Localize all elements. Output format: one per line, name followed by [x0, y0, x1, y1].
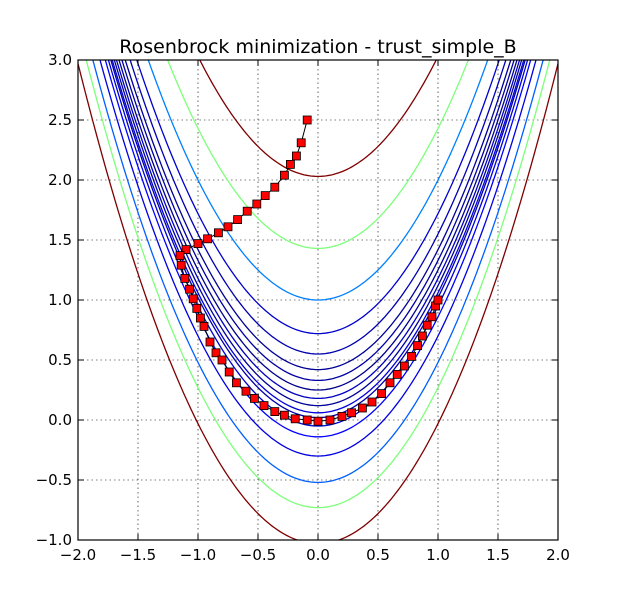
path-point-marker — [192, 303, 202, 313]
path-point-marker — [285, 159, 295, 169]
x-tick-label: 1.5 — [486, 546, 510, 564]
path-point-marker — [180, 273, 190, 283]
path-point-marker — [233, 215, 243, 225]
path-point-marker — [241, 386, 251, 396]
path-point-marker — [377, 389, 387, 399]
path-point-marker — [181, 245, 191, 255]
path-point-marker — [176, 260, 186, 270]
path-point-marker — [399, 361, 409, 371]
contour-line — [115, 60, 521, 400]
y-tick-label: 2.0 — [48, 171, 72, 189]
path-point-marker — [417, 331, 427, 341]
path-point-marker — [302, 115, 312, 125]
contour-line — [121, 60, 515, 382]
path-point-marker — [357, 403, 367, 413]
path-point-marker — [337, 411, 347, 421]
path-point-marker — [385, 378, 395, 388]
path-point-marker — [211, 348, 221, 358]
path-point-marker — [199, 321, 209, 331]
path-point-marker — [252, 199, 262, 209]
contour-line — [136, 60, 500, 335]
contour-line — [166, 60, 470, 250]
path-point-marker — [224, 367, 234, 377]
path-point-marker — [413, 341, 423, 351]
path-point-marker — [290, 414, 300, 424]
y-tick-label: 0.0 — [48, 411, 72, 429]
path-point-marker — [195, 313, 205, 323]
path-point-marker — [302, 415, 312, 425]
path-point-marker — [259, 401, 269, 411]
contour-line — [147, 60, 489, 301]
path-point-marker — [231, 378, 241, 388]
path-point-marker — [407, 351, 417, 361]
x-tick-label: 0.0 — [306, 546, 330, 564]
path-point-marker — [188, 294, 198, 304]
contour-line — [129, 60, 507, 355]
x-tick-label: −0.5 — [240, 546, 276, 564]
contour-line — [111, 60, 525, 414]
x-tick-label: −1.0 — [180, 546, 216, 564]
y-axis-tick-labels: −1.0 −0.5 0.0 0.5 1.0 1.5 2.0 2.5 3.0 — [36, 51, 72, 549]
contour-line — [107, 60, 529, 427]
x-tick-label: −1.5 — [120, 546, 156, 564]
y-tick-label: 2.5 — [48, 111, 72, 129]
path-point-marker — [270, 182, 280, 192]
path-point-marker — [347, 408, 357, 418]
path-point-marker — [427, 312, 437, 322]
path-point-marker — [249, 393, 259, 403]
path-point-marker — [279, 410, 289, 420]
contour-line — [118, 60, 518, 391]
contour-lines — [78, 60, 558, 540]
contour-line — [99, 60, 537, 457]
path-point-marker — [242, 206, 252, 216]
chart-title: Rosenbrock minimization - trust_simple_B — [119, 36, 516, 58]
path-point-marker — [296, 138, 306, 148]
x-tick-label: 1.0 — [426, 546, 450, 564]
optimization-path-markers — [175, 115, 443, 426]
path-point-marker — [203, 234, 213, 244]
y-tick-label: 3.0 — [48, 51, 72, 69]
x-tick-label: 2.0 — [546, 546, 570, 564]
path-point-marker — [433, 295, 443, 305]
contour-line — [113, 60, 523, 407]
y-tick-label: 1.0 — [48, 291, 72, 309]
path-point-marker — [313, 416, 323, 426]
contour-line — [85, 60, 551, 509]
path-point-marker — [223, 222, 233, 232]
path-point-marker — [260, 191, 270, 201]
y-tick-label: 0.5 — [48, 351, 72, 369]
contour-line — [104, 60, 532, 438]
x-axis-tick-labels: −2.0 −1.5 −1.0 −0.5 0.0 0.5 1.0 1.5 2.0 — [60, 546, 570, 564]
path-point-marker — [392, 369, 402, 379]
path-point-marker — [193, 239, 203, 249]
path-point-marker — [270, 407, 280, 417]
contour-line — [124, 60, 512, 371]
path-point-marker — [279, 170, 289, 180]
contour-line — [92, 60, 544, 484]
contour-line — [199, 60, 437, 178]
path-point-marker — [422, 320, 432, 330]
y-tick-label: −0.5 — [36, 471, 72, 489]
x-tick-label: −2.0 — [60, 546, 96, 564]
path-point-marker — [217, 355, 227, 365]
contour-line — [78, 63, 558, 540]
path-point-marker — [291, 151, 301, 161]
y-tick-label: 1.5 — [48, 231, 72, 249]
path-point-marker — [175, 251, 185, 261]
path-point-marker — [367, 397, 377, 407]
x-tick-label: 0.5 — [366, 546, 390, 564]
path-point-marker — [213, 228, 223, 238]
path-point-marker — [325, 415, 335, 425]
path-point-marker — [205, 337, 215, 347]
y-tick-label: −1.0 — [36, 531, 72, 549]
path-point-marker — [185, 284, 195, 294]
axis-ticks — [77, 59, 559, 541]
